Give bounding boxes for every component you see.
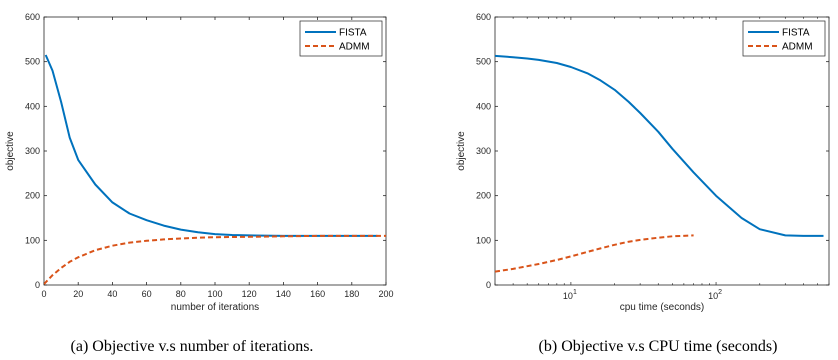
legend-box	[742, 20, 826, 57]
x-tick-base: 10	[563, 291, 573, 301]
y-tick-label: 0	[35, 280, 40, 290]
x-axis-label: number of iterations	[171, 302, 259, 313]
x-tick-exponent: 2	[718, 289, 722, 296]
x-tick-label: 20	[73, 289, 83, 299]
caption-a: (a) Objective v.s number of iterations.	[71, 338, 314, 355]
series-admm-line	[495, 234, 694, 273]
x-tick-label: 102	[708, 289, 722, 301]
y-tick-label: 200	[476, 191, 491, 201]
x-tick-label: 40	[107, 289, 117, 299]
legend: FISTA ADMM	[299, 20, 383, 57]
y-axis-label: objective	[456, 131, 467, 171]
legend-label-admm: ADMM	[339, 42, 370, 53]
x-tick-label: 140	[276, 289, 291, 299]
x-tick-base: 10	[708, 291, 718, 301]
x-tick-label: 120	[242, 289, 257, 299]
legend-box	[299, 20, 383, 57]
y-tick-label: 100	[25, 235, 40, 245]
x-tick-label: 160	[310, 289, 325, 299]
x-tick-label: 200	[378, 289, 393, 299]
y-tick-label: 300	[476, 146, 491, 156]
legend-label-fista: FISTA	[782, 28, 810, 39]
y-axis-label: objective	[5, 131, 16, 171]
series-admm-line	[44, 234, 386, 285]
plot-area	[494, 16, 830, 286]
x-tick-label: 0	[41, 289, 46, 299]
legend-label-fista: FISTA	[339, 28, 367, 39]
x-tick-exponent: 1	[573, 289, 577, 296]
plot-area	[43, 16, 387, 286]
x-axis-label: cpu time (seconds)	[620, 302, 704, 313]
y-tick-label: 600	[25, 12, 40, 22]
y-tick-label: 200	[25, 191, 40, 201]
x-tick-label: 101	[563, 289, 577, 301]
x-tick-label: 180	[344, 289, 359, 299]
y-tick-label: 300	[25, 146, 40, 156]
series-fista-line	[495, 54, 824, 237]
x-tick-label: 60	[142, 289, 152, 299]
y-tick-label: 500	[25, 57, 40, 67]
legend: FISTA ADMM	[742, 20, 826, 57]
y-tick-label: 600	[476, 12, 491, 22]
x-tick-label: 80	[176, 289, 186, 299]
y-tick-label: 0	[486, 280, 491, 290]
legend-label-admm: ADMM	[782, 42, 813, 53]
y-tick-label: 100	[476, 235, 491, 245]
caption-b: (b) Objective v.s CPU time (seconds)	[539, 338, 778, 355]
panel-a-chart: 0 100 200 300 400 500 600 0 20 40 60 80 100 120 140 160…	[5, 12, 394, 313]
y-tick-label: 400	[476, 101, 491, 111]
x-tick-label: 100	[207, 289, 222, 299]
y-tick-label: 500	[476, 57, 491, 67]
y-tick-label: 400	[25, 101, 40, 111]
